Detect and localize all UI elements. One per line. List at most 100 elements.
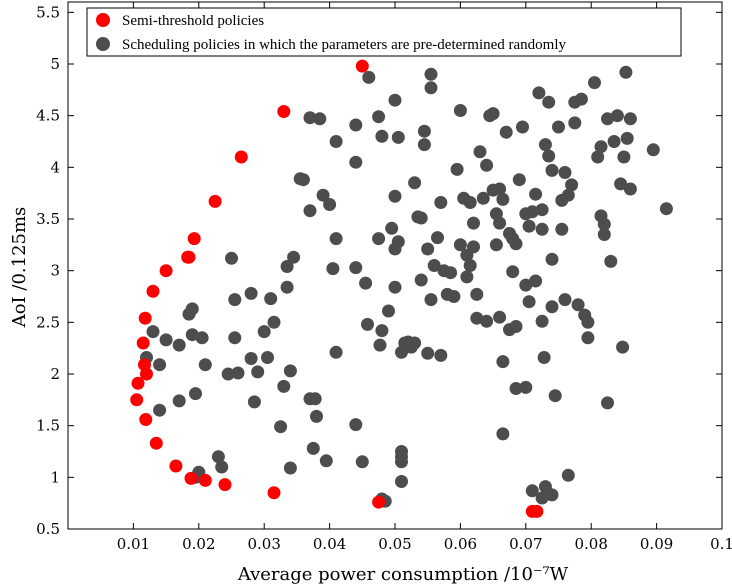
semi-threshold-point bbox=[277, 105, 291, 118]
semi-threshold-point bbox=[372, 495, 386, 509]
random-policy-point bbox=[614, 177, 628, 191]
random-policy-point bbox=[329, 135, 343, 148]
random-policy-point bbox=[450, 162, 464, 176]
random-policy-point bbox=[581, 315, 595, 329]
random-policy-point bbox=[604, 254, 618, 268]
random-policy-point bbox=[597, 217, 611, 231]
random-policy-point bbox=[623, 112, 637, 126]
random-policy-point bbox=[185, 302, 199, 316]
semi-threshold-point bbox=[267, 486, 281, 500]
random-policy-point bbox=[159, 333, 173, 347]
semi-threshold-point bbox=[187, 232, 201, 246]
semi-threshold-point bbox=[130, 393, 144, 407]
random-policy-point bbox=[424, 81, 438, 95]
random-policy-point bbox=[306, 441, 320, 455]
random-policy-point bbox=[588, 76, 601, 90]
random-policy-point bbox=[172, 394, 186, 408]
random-policy-point bbox=[480, 158, 494, 172]
random-policy-point bbox=[417, 124, 431, 138]
random-policy-point bbox=[496, 427, 510, 441]
x-axis-title: Average power consumption /10⁻⁷W bbox=[237, 564, 569, 585]
semi-threshold-point bbox=[140, 367, 153, 381]
random-policy-point bbox=[349, 261, 363, 275]
random-policy-point bbox=[529, 187, 543, 201]
semi-threshold-point bbox=[146, 284, 160, 298]
x-tick-label: 0.1 bbox=[710, 535, 732, 553]
random-policy-point bbox=[493, 216, 507, 230]
random-policy-point bbox=[591, 150, 605, 164]
random-policy-point bbox=[522, 219, 536, 233]
random-policy-point bbox=[375, 324, 389, 338]
random-policy-point bbox=[467, 216, 480, 230]
random-policy-point bbox=[616, 340, 630, 354]
random-policy-point bbox=[519, 380, 533, 394]
y-tick-label: 2 bbox=[50, 365, 60, 383]
semi-threshold-point bbox=[355, 59, 369, 73]
random-policy-point bbox=[153, 403, 167, 417]
semi-threshold-point bbox=[159, 264, 173, 278]
semi-threshold-point bbox=[234, 150, 248, 164]
random-policy-point bbox=[509, 320, 523, 333]
y-tick-label: 1.5 bbox=[36, 417, 60, 435]
random-policy-point bbox=[280, 280, 294, 294]
random-policy-point bbox=[373, 338, 387, 352]
random-policy-point bbox=[473, 145, 487, 159]
random-policy-point bbox=[555, 222, 569, 236]
random-policy-point bbox=[424, 67, 438, 81]
random-policy-point bbox=[545, 163, 559, 177]
x-tick-label: 0.09 bbox=[640, 535, 673, 553]
random-policy-point bbox=[535, 203, 549, 217]
random-policy-point bbox=[444, 266, 458, 280]
random-policy-point bbox=[594, 140, 608, 154]
random-policy-point bbox=[548, 389, 562, 403]
random-policy-point bbox=[496, 192, 510, 206]
random-policy-point bbox=[408, 336, 422, 350]
random-policy-point bbox=[537, 351, 551, 364]
y-tick-label: 5.5 bbox=[36, 3, 60, 21]
random-policy-point bbox=[375, 129, 389, 143]
random-policy-point bbox=[211, 450, 225, 464]
random-policy-point bbox=[313, 112, 327, 126]
random-policy-point bbox=[372, 232, 386, 246]
random-policy-point bbox=[267, 315, 281, 329]
x-tick-label: 0.07 bbox=[509, 535, 542, 553]
semi-threshold-point bbox=[131, 376, 145, 390]
random-policy-point bbox=[470, 311, 484, 325]
y-tick-label: 2.5 bbox=[36, 313, 60, 331]
random-policy-point bbox=[395, 475, 408, 488]
random-policy-point bbox=[659, 202, 673, 216]
random-policy-point bbox=[247, 395, 261, 409]
random-policy-point bbox=[261, 351, 274, 364]
random-policy-point bbox=[489, 238, 503, 252]
random-policy-point bbox=[486, 107, 500, 121]
random-policy-point bbox=[623, 182, 637, 196]
semi-threshold-point bbox=[169, 459, 183, 473]
random-policy-point bbox=[310, 409, 323, 423]
random-policy-point bbox=[522, 295, 536, 309]
random-policy-point bbox=[221, 367, 235, 381]
random-policy-point bbox=[480, 314, 494, 328]
random-policy-point bbox=[463, 196, 477, 209]
random-policy-point bbox=[463, 259, 477, 272]
random-policy-point bbox=[391, 130, 405, 144]
random-policy-point bbox=[395, 450, 408, 464]
random-policy-point bbox=[516, 120, 529, 134]
x-tick-label: 0.05 bbox=[378, 535, 411, 553]
random-policy-point bbox=[525, 205, 539, 219]
random-policy-point bbox=[408, 176, 422, 190]
data-marks bbox=[130, 59, 673, 518]
random-policy-point bbox=[434, 196, 448, 209]
y-tick-label: 1 bbox=[50, 468, 60, 486]
random-policy-point bbox=[388, 189, 402, 203]
random-policy-point bbox=[382, 304, 395, 318]
random-policy-point bbox=[274, 420, 288, 434]
x-tick-label: 0.04 bbox=[313, 535, 346, 553]
random-policy-point bbox=[303, 111, 317, 125]
random-policy-point bbox=[198, 358, 212, 372]
random-policy-point bbox=[574, 92, 588, 106]
random-policy-point bbox=[525, 484, 539, 498]
random-policy-point bbox=[552, 120, 565, 134]
random-policy-point bbox=[349, 155, 363, 169]
random-policy-point bbox=[607, 135, 621, 148]
